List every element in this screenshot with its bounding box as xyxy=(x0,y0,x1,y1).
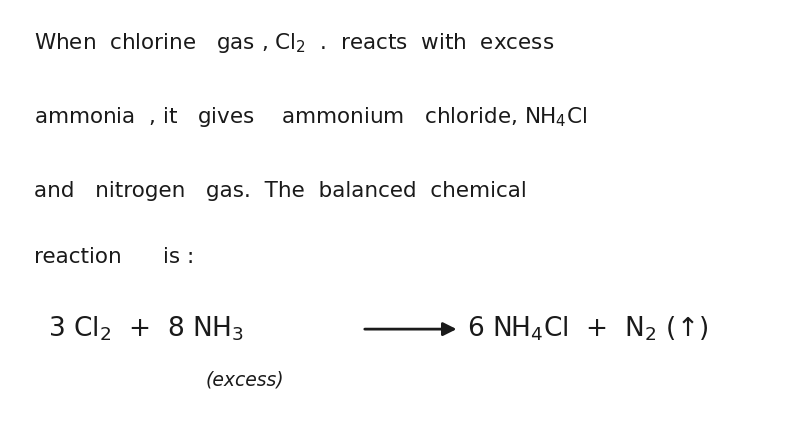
Text: ammonia  , it   gives    ammonium   chloride, NH$_4$Cl: ammonia , it gives ammonium chloride, NH… xyxy=(34,105,587,129)
Text: reaction      is :: reaction is : xyxy=(34,247,194,267)
Text: and   nitrogen   gas.  The  balanced  chemical: and nitrogen gas. The balanced chemical xyxy=(34,181,527,201)
Text: 3 Cl$_2$  +  8 NH$_3$: 3 Cl$_2$ + 8 NH$_3$ xyxy=(48,315,243,343)
Text: 6 NH$_4$Cl  +  N$_2$ (↑): 6 NH$_4$Cl + N$_2$ (↑) xyxy=(467,315,709,343)
Text: (excess): (excess) xyxy=(206,371,285,390)
Text: When  chlorine   gas , Cl$_2$  .  reacts  with  excess: When chlorine gas , Cl$_2$ . reacts with… xyxy=(34,31,554,55)
